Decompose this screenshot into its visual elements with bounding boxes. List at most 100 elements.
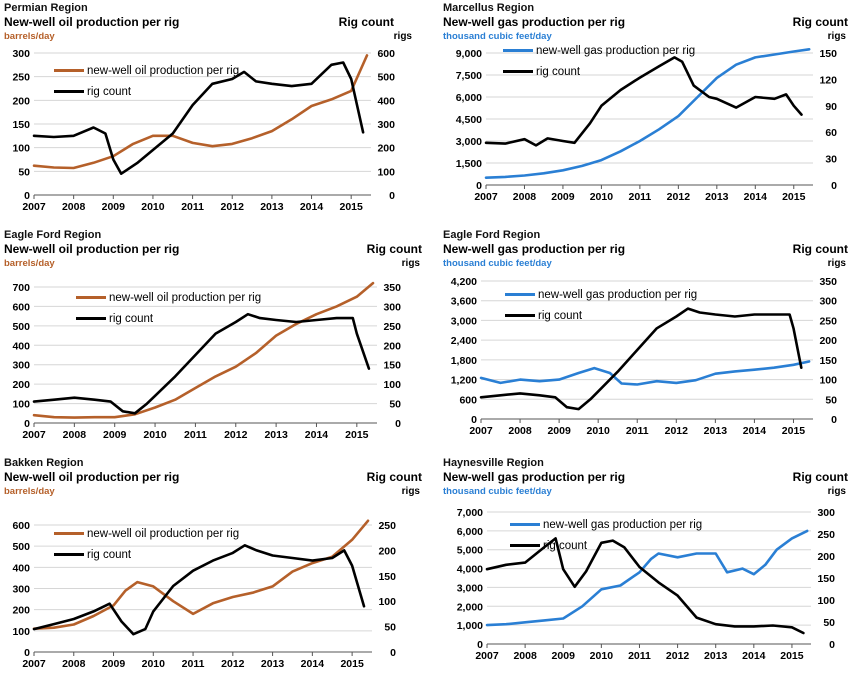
- y-tick-label: 700: [12, 282, 30, 294]
- y2-tick-label: 0: [389, 190, 395, 202]
- y2-tick-label: 500: [377, 72, 395, 84]
- legend-swatch-rig: [54, 553, 84, 556]
- x-tick-label: 2013: [264, 429, 288, 441]
- y-tick-label: 1,500: [456, 158, 482, 170]
- y-tick-label: 0: [471, 414, 477, 426]
- legend: new-well gas production per rig rig coun…: [505, 284, 697, 326]
- y2-tick-label: 300: [377, 119, 395, 131]
- y-tick-label: 50: [18, 166, 30, 178]
- legend: new-well gas production per rig rig coun…: [503, 40, 695, 82]
- series-line-oil-production: [32, 54, 369, 170]
- y2-tick-label: 250: [819, 315, 837, 327]
- y-tick-label: 0: [24, 647, 30, 659]
- x-tick-label: 2007: [474, 191, 498, 203]
- legend: new-well oil production per rig rig coun…: [54, 60, 239, 102]
- legend-swatch-rig: [76, 317, 106, 320]
- x-tick-label: 2014: [305, 429, 329, 441]
- x-tick-label: 2013: [705, 191, 729, 203]
- y-tick-label: 4,200: [451, 276, 477, 288]
- x-tick-label: 2014: [300, 201, 324, 213]
- chart-title: New-well gas production per rig: [443, 470, 626, 484]
- legend-item: new-well oil production per rig: [54, 60, 239, 81]
- legend-label: rig count: [87, 85, 132, 98]
- legend-swatch-oil: [54, 69, 84, 72]
- y2-tick-label: 50: [389, 399, 401, 411]
- chart-title: New-well oil production per rig: [4, 15, 180, 29]
- chart-svg: 0 1,500 3,000 4,500 6,000 7,500 9,000 0 30 60 90 12…: [456, 47, 837, 203]
- legend-label: new-well gas production per rig: [543, 518, 703, 531]
- y2-tick-label: 100: [383, 379, 401, 391]
- series-line-rig-count: [32, 61, 365, 175]
- chart-svg: 0 600 1,200 1,800 2,400 3,000 3,600 4,200 0 50 100…: [451, 276, 837, 437]
- y-tick-label: 300: [12, 584, 30, 596]
- chart-title: New-well gas production per rig: [443, 15, 626, 29]
- legend-label: rig count: [543, 539, 588, 552]
- legend-swatch-oil: [76, 296, 106, 299]
- y2-tick-label: 0: [395, 418, 401, 430]
- x-tick-label: 2012: [665, 425, 689, 437]
- x-tick-label: 2010: [590, 650, 614, 662]
- region-label: Marcellus Region: [443, 2, 535, 14]
- x-tick-label: 2013: [260, 201, 284, 213]
- x-tick-label: 2015: [340, 658, 364, 670]
- chart-title: New-well oil production per rig: [4, 242, 180, 256]
- x-tick-label: 2009: [551, 191, 575, 203]
- y2-axis-unit: rigs: [827, 486, 846, 497]
- x-tick-label: 2012: [221, 658, 245, 670]
- y-axis-unit: barrels/day: [4, 258, 55, 269]
- y-tick-label: 100: [12, 143, 30, 155]
- y-tick-label: 7,000: [457, 507, 483, 519]
- series-line-gas-production: [484, 47, 811, 179]
- legend-swatch-gas: [505, 293, 535, 296]
- x-tick-label: 2015: [339, 201, 363, 213]
- legend-item: rig count: [503, 61, 695, 82]
- x-tick-label: 2013: [704, 650, 728, 662]
- y-tick-label: 9,000: [456, 48, 482, 60]
- y-tick-label: 2,400: [451, 335, 477, 347]
- y-tick-label: 3,600: [451, 296, 477, 308]
- x-tick-label: 2011: [181, 201, 204, 213]
- legend-item: rig count: [76, 308, 261, 329]
- x-tick-label: 2008: [513, 650, 537, 662]
- y2-tick-label: 250: [817, 529, 835, 541]
- x-tick-label: 2007: [22, 658, 46, 670]
- x-tick-label: 2012: [667, 191, 691, 203]
- x-tick-label: 2015: [345, 429, 369, 441]
- legend-label: rig count: [109, 312, 154, 325]
- chart-panel-3: Eagle Ford Region New-well gas productio…: [443, 229, 850, 451]
- y2-tick-label: 150: [378, 571, 396, 583]
- chart-svg: 0 100 200 300 400 500 600 700 0 50 100 150 200 250 300…: [12, 281, 401, 441]
- y-tick-label: 4,000: [457, 564, 483, 576]
- chart-panel-0: Permian Region New-well oil production p…: [4, 2, 424, 226]
- y2-tick-label: 100: [819, 375, 837, 387]
- series-line-gas-production: [479, 360, 811, 386]
- y-tick-label: 500: [12, 541, 30, 553]
- y-tick-label: 300: [12, 360, 30, 372]
- x-tick-label: 2015: [782, 425, 806, 437]
- x-tick-label: 2011: [628, 191, 651, 203]
- x-tick-label: 2011: [184, 429, 207, 441]
- legend-label: new-well oil production per rig: [109, 291, 262, 304]
- x-tick-label: 2010: [590, 191, 614, 203]
- x-tick-label: 2010: [143, 429, 167, 441]
- x-tick-label: 2013: [704, 425, 728, 437]
- legend-swatch-gas: [503, 49, 533, 52]
- series-line-rig-count: [32, 312, 371, 415]
- rig-count-title: Rig count: [338, 15, 394, 29]
- x-tick-label: 2011: [626, 425, 649, 437]
- x-tick-label: 2011: [628, 650, 651, 662]
- legend-label: new-well oil production per rig: [87, 527, 240, 540]
- y-tick-label: 100: [12, 399, 30, 411]
- region-label: Eagle Ford Region: [443, 229, 541, 241]
- y-axis-unit: thousand cubic feet/day: [443, 486, 552, 497]
- rig-count-title: Rig count: [792, 15, 848, 29]
- y-tick-label: 0: [24, 190, 30, 202]
- rig-count-title: Rig count: [792, 242, 848, 256]
- x-tick-label: 2008: [513, 191, 537, 203]
- y-tick-label: 4,500: [456, 114, 482, 126]
- y-tick-label: 600: [459, 394, 477, 406]
- legend-label: rig count: [87, 548, 132, 561]
- y2-axis-unit: rigs: [401, 486, 420, 497]
- y-tick-label: 150: [12, 119, 30, 131]
- legend-label: new-well gas production per rig: [538, 288, 698, 301]
